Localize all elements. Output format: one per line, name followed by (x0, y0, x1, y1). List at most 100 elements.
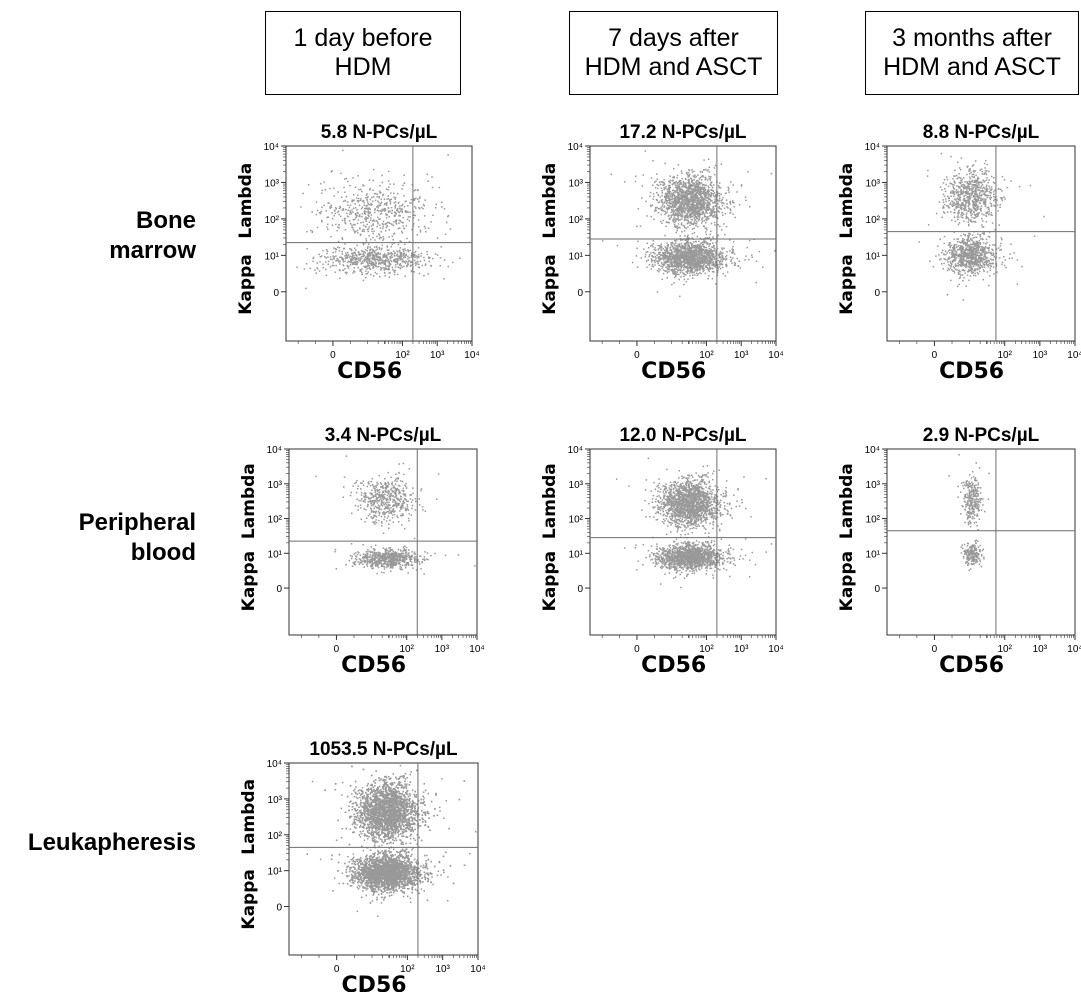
data-point (716, 217, 719, 220)
data-point (368, 208, 370, 210)
data-point (337, 191, 339, 193)
data-point (691, 255, 693, 257)
data-point (447, 265, 449, 268)
data-point (367, 211, 369, 213)
data-point (971, 209, 973, 211)
data-point (692, 209, 694, 212)
data-point (694, 201, 697, 204)
data-point (378, 262, 380, 264)
data-point (714, 258, 716, 260)
data-point (322, 263, 324, 265)
data-point (434, 207, 437, 209)
data-point (704, 260, 706, 263)
data-point (698, 178, 701, 180)
data-point (373, 230, 375, 233)
data-point (755, 281, 757, 284)
data-point (323, 181, 325, 183)
data-point (974, 170, 976, 172)
data-point (417, 247, 420, 249)
data-point (684, 214, 686, 217)
data-point (665, 212, 667, 214)
data-point (673, 210, 676, 213)
data-point (690, 250, 693, 252)
data-point (676, 189, 679, 192)
data-point (691, 191, 693, 194)
data-point (699, 246, 702, 248)
data-point (736, 191, 738, 193)
data-point (673, 265, 675, 267)
data-point (346, 257, 348, 259)
data-point (701, 187, 703, 190)
data-point (385, 188, 388, 190)
data-point (378, 190, 381, 193)
data-point (955, 174, 958, 177)
data-point (341, 237, 343, 239)
data-point (391, 209, 393, 212)
row-label-line1: Leukapheresis (27, 829, 196, 856)
data-point (355, 260, 358, 263)
data-point (710, 200, 712, 202)
data-point (400, 264, 402, 267)
data-point (322, 267, 324, 269)
data-point (684, 257, 686, 260)
data-point (660, 213, 662, 216)
data-point (673, 223, 676, 226)
data-point (713, 212, 716, 214)
data-point (711, 189, 713, 191)
data-point (696, 246, 698, 248)
data-point (712, 256, 714, 259)
data-point (698, 182, 700, 184)
data-point (669, 262, 672, 265)
data-point (977, 196, 979, 198)
data-point (669, 265, 671, 268)
data-point (955, 192, 958, 194)
data-point (664, 252, 667, 254)
data-point (971, 179, 974, 182)
data-point (719, 256, 722, 258)
data-point (974, 198, 976, 200)
data-point (354, 203, 356, 205)
data-point (389, 210, 391, 213)
data-point (710, 252, 713, 255)
data-point (697, 245, 699, 248)
data-point (686, 272, 689, 275)
data-point (663, 205, 666, 207)
data-point (718, 255, 721, 257)
data-point (662, 264, 665, 266)
data-point (687, 172, 690, 174)
data-point (1004, 198, 1006, 200)
data-point (968, 199, 970, 201)
data-point (687, 221, 690, 223)
data-point (351, 262, 354, 264)
data-point (708, 171, 710, 173)
data-point (679, 197, 681, 199)
data-point (681, 253, 683, 255)
data-point (360, 255, 363, 258)
data-point (372, 223, 374, 225)
data-point (699, 203, 701, 205)
data-point (332, 257, 335, 259)
data-point (337, 226, 339, 228)
data-point (404, 243, 406, 246)
data-point (718, 253, 721, 255)
data-point (717, 254, 720, 256)
data-point (414, 189, 417, 191)
data-point (720, 163, 723, 166)
data-point (698, 216, 701, 219)
column-header-line2: HDM (334, 53, 392, 81)
data-point (704, 203, 706, 205)
data-point (370, 202, 372, 205)
data-point (671, 283, 673, 286)
data-point (669, 187, 671, 189)
data-point (676, 273, 679, 275)
data-point (973, 181, 975, 184)
data-point (703, 256, 705, 259)
data-point (972, 211, 975, 213)
data-point (701, 170, 703, 173)
data-point (670, 263, 673, 266)
data-point (700, 259, 702, 261)
data-point (326, 226, 328, 229)
data-point (394, 204, 397, 206)
data-point (661, 263, 664, 265)
data-point (684, 245, 687, 248)
